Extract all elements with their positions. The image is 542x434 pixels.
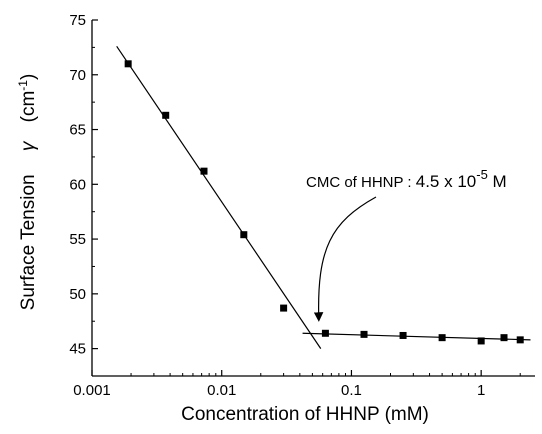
cmc-annotation: CMC of HHNP : 4.5 x 10-5 M: [306, 167, 507, 191]
data-point: [124, 60, 132, 68]
y-tick-label: 50: [69, 286, 86, 303]
data-point: [500, 334, 508, 342]
data-point: [200, 167, 208, 175]
y-tick-label: 65: [69, 122, 86, 139]
y-tick-label: 75: [69, 12, 86, 29]
x-tick-label: 0.01: [207, 382, 236, 399]
data-point: [280, 304, 288, 312]
data-point: [516, 336, 524, 344]
y-tick-label: 55: [69, 231, 86, 248]
data-point: [399, 331, 407, 339]
y-axis-label-text: Surface Tension: [18, 174, 39, 310]
y-tick-label: 60: [69, 176, 86, 193]
y-axis-label-unit-sup: -1: [16, 80, 30, 91]
cmc-annotation-unit: M: [488, 172, 507, 191]
data-points: [124, 60, 524, 345]
fit-lines: [116, 45, 531, 349]
x-tick-label: 0.001: [73, 382, 111, 399]
data-point: [321, 329, 329, 337]
y-axis-label-symbol: γ: [18, 140, 39, 151]
cmc-annotation-value: 4.5 x 10: [416, 172, 477, 191]
data-point: [438, 334, 446, 342]
y-tick-label: 70: [69, 67, 86, 84]
y-tick-label: 45: [69, 341, 86, 358]
data-point: [360, 330, 368, 338]
data-point: [162, 111, 170, 119]
cmc-arrow: [313, 196, 377, 322]
x-tick-label: 0.1: [341, 382, 362, 399]
x-tick-label: 1: [477, 382, 485, 399]
axes: 45 50 55 60 65 70 75 0.001 0.01 0.1 1: [69, 12, 535, 399]
fit-line-2: [302, 332, 531, 341]
y-axis-label-unit-close: ): [18, 74, 39, 80]
x-axis-label: Concentration of HHNP (mM): [181, 404, 429, 425]
y-axis-label-unit: (cm: [18, 91, 39, 123]
cmc-annotation-sup: -5: [476, 167, 488, 182]
fit-line-1: [116, 45, 322, 349]
cmc-annotation-prefix: CMC of HHNP :: [306, 174, 416, 191]
y-axis-label: Surface Tension γ (cm-1): [16, 74, 39, 311]
data-point: [477, 337, 485, 345]
data-point: [240, 231, 248, 239]
